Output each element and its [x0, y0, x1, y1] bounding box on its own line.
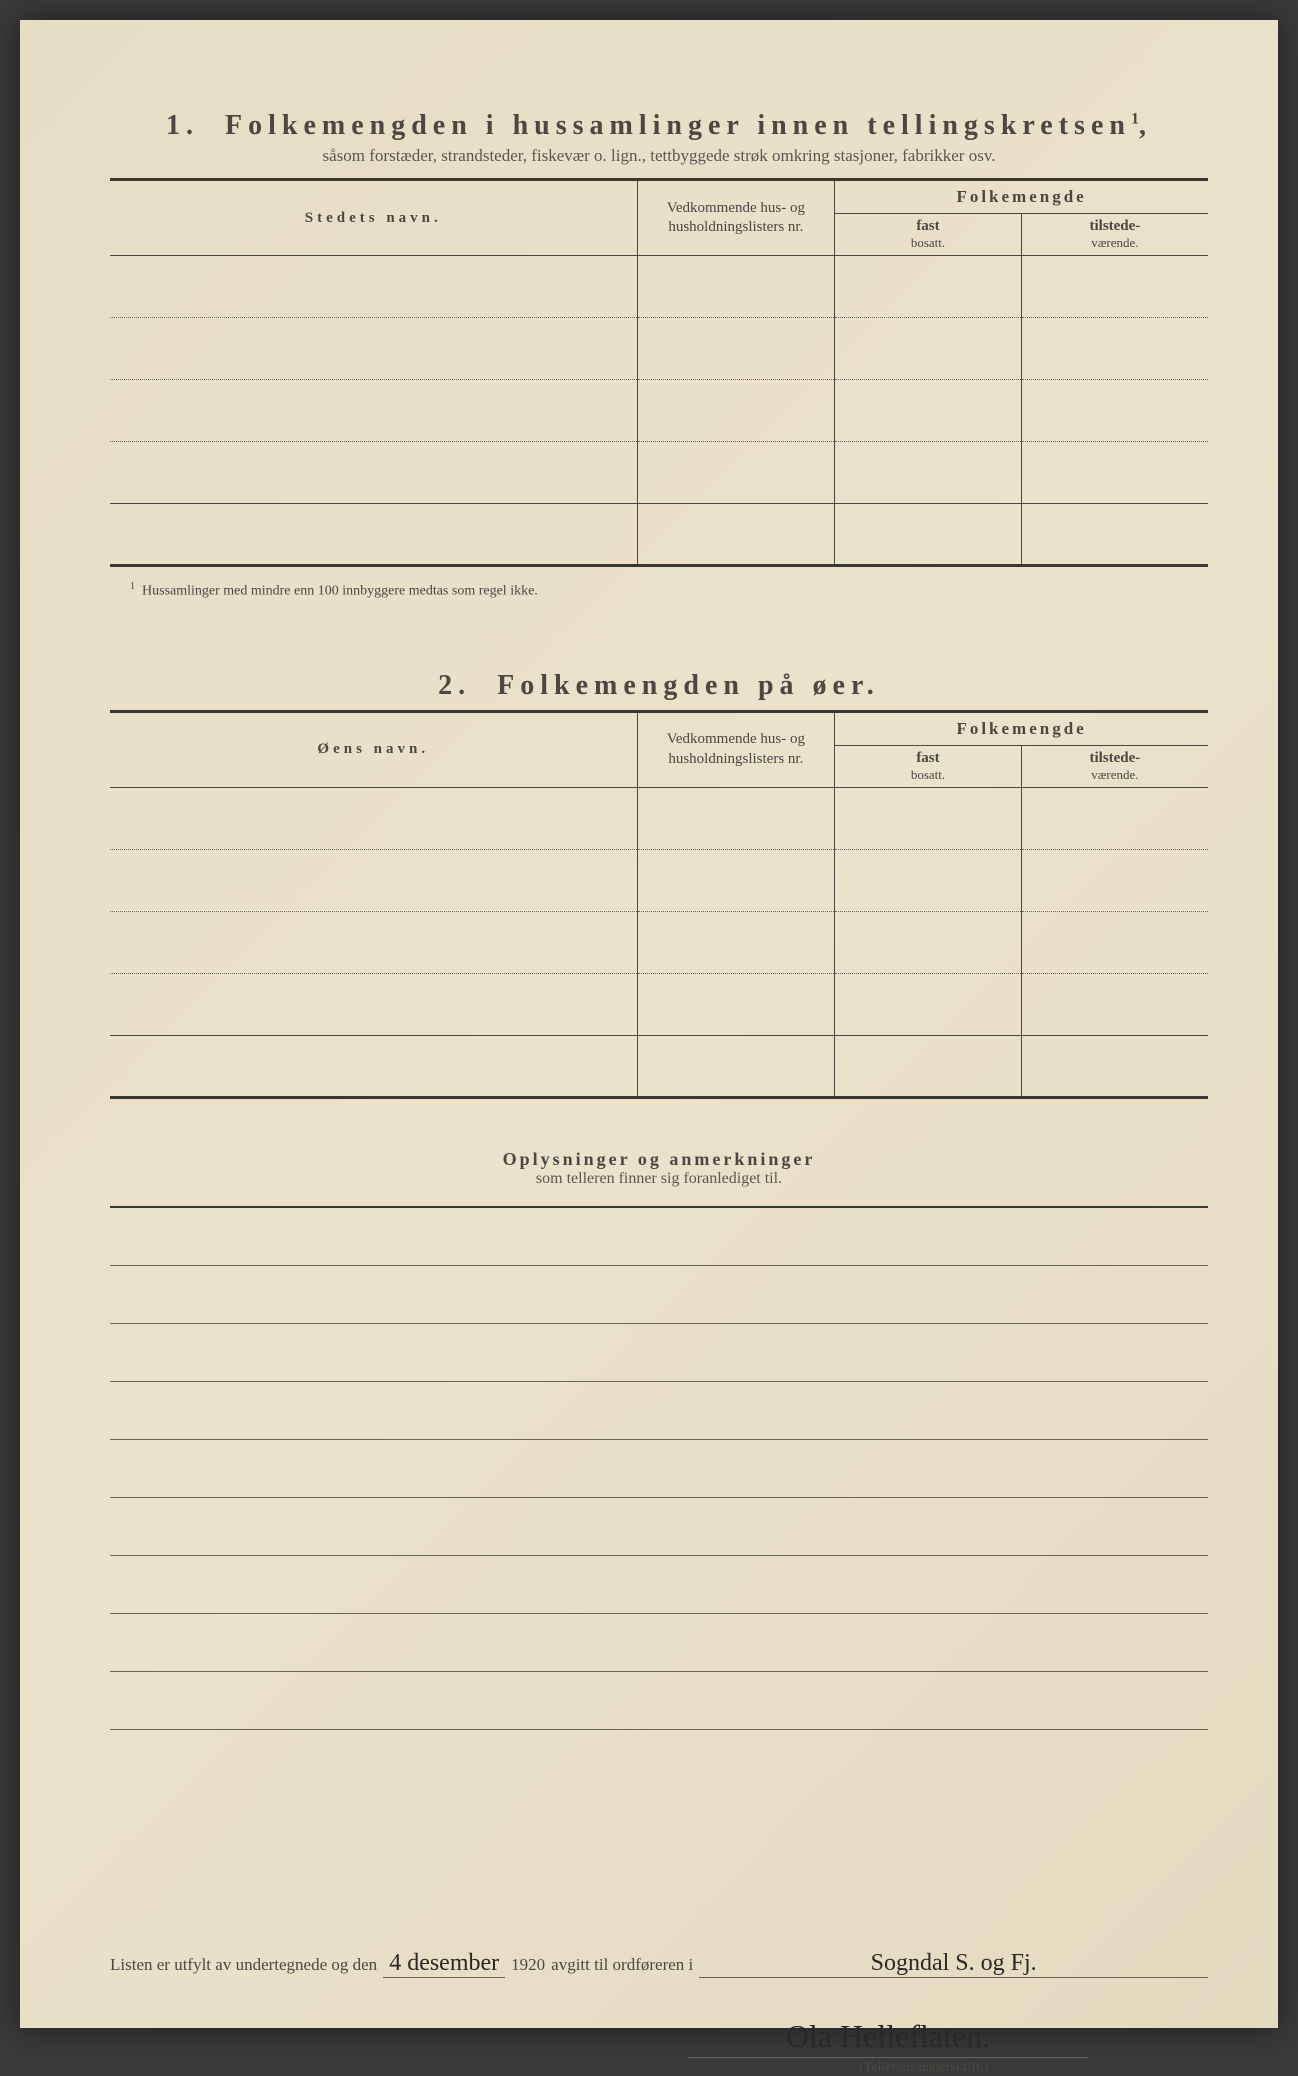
table-cell [1021, 504, 1208, 566]
table-cell [110, 318, 637, 380]
section1-title-sup: 1 [1131, 111, 1139, 128]
col-lists2: Vedkommende hus- og husholdningslisters … [637, 711, 835, 787]
table-cell [637, 380, 835, 442]
ruled-line [110, 1614, 1208, 1672]
table-cell [1021, 1035, 1208, 1097]
col-stedets-navn: Stedets navn. [110, 180, 637, 256]
table-cell [637, 1035, 835, 1097]
col-folkemengde: Folkemengde [835, 180, 1208, 214]
table-cell [1021, 911, 1208, 973]
section2-title-text: Folkemengden på øer. [497, 670, 880, 701]
col-fast-sub: bosatt. [839, 235, 1017, 251]
ruled-line [110, 1672, 1208, 1730]
col-tilst-label: tilstede- [1089, 218, 1140, 234]
table-cell [1021, 973, 1208, 1035]
table-cell [1021, 380, 1208, 442]
table-cell [110, 442, 637, 504]
sig-date-handwritten: 4 desember [383, 1950, 505, 1978]
col-fast2-sub: bosatt. [839, 767, 1017, 783]
col-oens-navn: Øens navn. [110, 711, 637, 787]
col-fast2: fastbosatt. [835, 745, 1022, 787]
notes-subtitle: som telleren finner sig foranlediget til… [110, 1170, 1208, 1188]
table-cell [637, 318, 835, 380]
col-tilst2-sub: værende. [1026, 767, 1204, 783]
table-cell [637, 442, 835, 504]
col-fast-label: fast [916, 218, 939, 234]
table-cell [1021, 318, 1208, 380]
signature-block: Listen er utfylt av undertegnede og den … [110, 1950, 1208, 2076]
ruled-line [110, 1440, 1208, 1498]
notes-lines [110, 1206, 1208, 1730]
table-cell [835, 380, 1022, 442]
table-cell [835, 973, 1022, 1035]
col-folkemengde2-text: Folkemengde [956, 719, 1086, 738]
sig-name-handwritten: Ola Helleflaten. [688, 2018, 1088, 2058]
table-cell [835, 442, 1022, 504]
section2-body [110, 787, 1208, 1097]
table-cell [110, 1035, 637, 1097]
ruled-line [110, 1324, 1208, 1382]
table-cell [110, 504, 637, 566]
table-cell [110, 911, 637, 973]
signature-caption: (Tellerens underskrift.) [110, 2060, 1208, 2076]
table-cell [1021, 256, 1208, 318]
section1-number: 1. [166, 110, 199, 141]
table-cell [835, 911, 1022, 973]
table-cell [1021, 787, 1208, 849]
ruled-line [110, 1382, 1208, 1440]
table-cell [835, 787, 1022, 849]
table-cell [835, 504, 1022, 566]
section1-subtitle: såsom forstæder, strandsteder, fiskevær … [110, 146, 1208, 166]
table-cell [835, 1035, 1022, 1097]
table-cell [1021, 849, 1208, 911]
table-cell [110, 973, 637, 1035]
col-tilst-sub: værende. [1026, 235, 1204, 251]
ruled-line [110, 1266, 1208, 1324]
sig-place-handwritten: Sogndal S. og Fj. [699, 1950, 1208, 1978]
sig-prefix: Listen er utfylt av undertegnede og den [110, 1955, 377, 1975]
footnote-text: Hussamlinger med mindre enn 100 innbygge… [142, 584, 538, 599]
table-cell [835, 256, 1022, 318]
section1-table: Stedets navn. Vedkommende hus- og hushol… [110, 178, 1208, 567]
table-cell [835, 318, 1022, 380]
ruled-line [110, 1498, 1208, 1556]
section1-footnote: 1 Hussamlinger med mindre enn 100 innbyg… [130, 581, 1208, 600]
table-cell [835, 849, 1022, 911]
signature-line: Listen er utfylt av undertegnede og den … [110, 1950, 1208, 1978]
table-cell [637, 504, 835, 566]
ruled-line [110, 1556, 1208, 1614]
table-cell [110, 256, 637, 318]
notes-title: Oplysninger og anmerkninger [110, 1149, 1208, 1170]
col-folkemengde-text: Folkemengde [956, 187, 1086, 206]
section1-title: 1. Folkemengden i hussamlinger innen tel… [110, 110, 1208, 142]
col-tilst2-label: tilstede- [1089, 750, 1140, 766]
col-fast: fastbosatt. [835, 214, 1022, 256]
sig-middle: avgitt til ordføreren i [551, 1955, 693, 1975]
table-cell [110, 380, 637, 442]
col-tilstede: tilstede-værende. [1021, 214, 1208, 256]
col-folkemengde2: Folkemengde [835, 711, 1208, 745]
census-form-page: 1. Folkemengden i hussamlinger innen tel… [20, 20, 1278, 2028]
col-tilstede2: tilstede-værende. [1021, 745, 1208, 787]
table-cell [637, 787, 835, 849]
section2-number: 2. [438, 670, 471, 701]
table-cell [637, 911, 835, 973]
ruled-line [110, 1208, 1208, 1266]
table-cell [110, 787, 637, 849]
table-cell [637, 973, 835, 1035]
section2-table: Øens navn. Vedkommende hus- og husholdni… [110, 710, 1208, 1099]
table-cell [1021, 442, 1208, 504]
table-cell [637, 256, 835, 318]
col-lists: Vedkommende hus- og husholdningslisters … [637, 180, 835, 256]
section2-title: 2. Folkemengden på øer. [110, 670, 1208, 702]
signature-name-row: Ola Helleflaten. [110, 2018, 1208, 2058]
section1-title-text: Folkemengden i hussamlinger innen tellin… [225, 110, 1131, 141]
section1-body [110, 256, 1208, 566]
sig-year: 1920 [511, 1955, 545, 1975]
footnote-marker: 1 [130, 581, 135, 592]
table-cell [637, 849, 835, 911]
table-cell [110, 849, 637, 911]
col-fast2-label: fast [916, 750, 939, 766]
